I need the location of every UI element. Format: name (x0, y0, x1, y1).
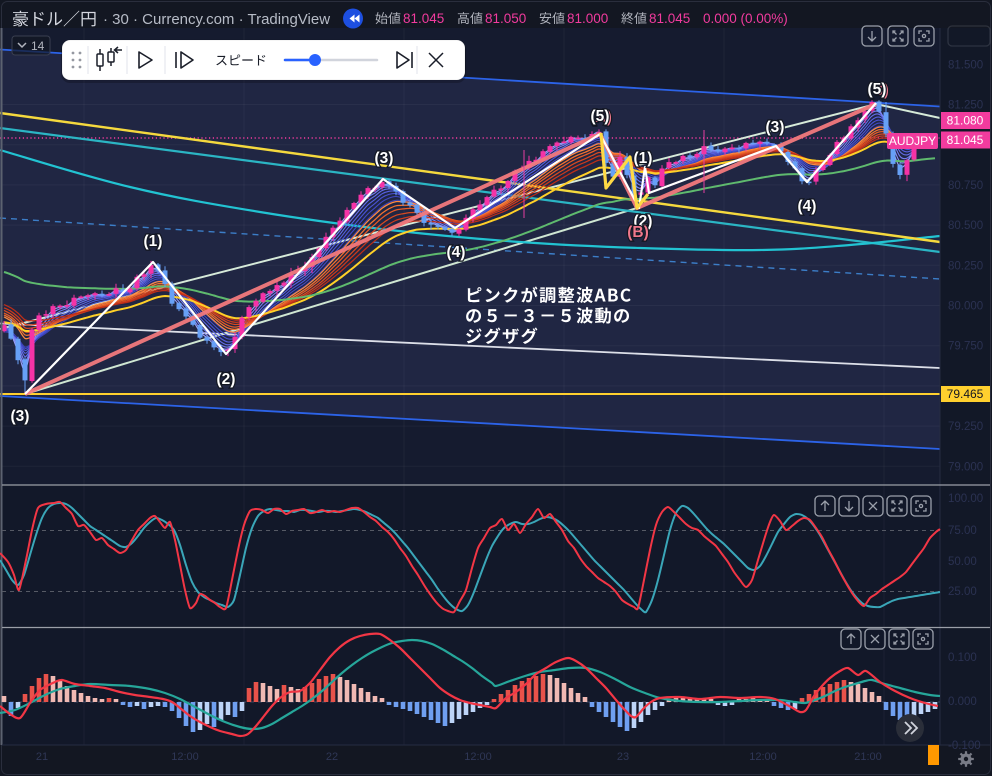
svg-text:(2): (2) (634, 213, 653, 230)
svg-text:81.080: 81.080 (947, 114, 984, 128)
svg-text:25.00: 25.00 (948, 586, 977, 598)
svg-text:81.000: 81.000 (567, 11, 608, 26)
svg-text:79.000: 79.000 (948, 461, 983, 473)
svg-text:(5): (5) (591, 108, 610, 125)
svg-text:(4): (4) (798, 198, 817, 215)
svg-text:21: 21 (36, 751, 48, 763)
svg-text:AUDJPY: AUDJPY (889, 134, 936, 148)
svg-text:(A): (A) (590, 109, 612, 126)
svg-text:-0.100: -0.100 (948, 740, 981, 752)
svg-text:22: 22 (326, 751, 338, 763)
svg-text:81.045: 81.045 (649, 11, 690, 26)
svg-text:(1): (1) (634, 150, 653, 167)
svg-text:79.465: 79.465 (947, 387, 984, 401)
svg-text:80.750: 80.750 (948, 180, 983, 192)
svg-text:75.00: 75.00 (948, 525, 977, 537)
svg-text:0.000: 0.000 (948, 696, 977, 708)
svg-text:81.045: 81.045 (947, 133, 984, 147)
svg-text:100.00: 100.00 (948, 493, 983, 505)
svg-text:81.500: 81.500 (948, 59, 983, 71)
svg-text:(3): (3) (375, 150, 394, 167)
svg-text:12:00: 12:00 (464, 751, 492, 763)
svg-text:80.250: 80.250 (948, 260, 983, 272)
svg-text:80.500: 80.500 (948, 220, 983, 232)
svg-text:(B): (B) (627, 224, 649, 241)
svg-text:0.000 (0.00%): 0.000 (0.00%) (703, 11, 788, 26)
svg-text:79.750: 79.750 (948, 341, 983, 353)
svg-text:(3): (3) (766, 119, 785, 136)
svg-text:12:00: 12:00 (171, 751, 199, 763)
svg-text:80.000: 80.000 (948, 301, 983, 313)
svg-text:(1): (1) (144, 233, 163, 250)
svg-text:14: 14 (31, 39, 45, 53)
svg-text:23: 23 (617, 751, 629, 763)
svg-text:(C): (C) (867, 82, 889, 99)
svg-text:81.250: 81.250 (948, 100, 983, 112)
svg-text:0.100: 0.100 (948, 652, 977, 664)
svg-text:(3): (3) (11, 408, 30, 425)
svg-text:(5): (5) (868, 81, 887, 98)
svg-text:21:00: 21:00 (854, 751, 882, 763)
svg-text:(4): (4) (447, 244, 466, 261)
svg-text:50.00: 50.00 (948, 556, 977, 568)
svg-text:12:00: 12:00 (749, 751, 777, 763)
svg-text:81.045: 81.045 (403, 11, 444, 26)
svg-text:(2): (2) (217, 371, 236, 388)
svg-text:79.250: 79.250 (948, 421, 983, 433)
svg-text:81.050: 81.050 (485, 11, 526, 26)
svg-text:· 30 · Currency.com · TradingV: · 30 · Currency.com · TradingView (103, 11, 330, 28)
